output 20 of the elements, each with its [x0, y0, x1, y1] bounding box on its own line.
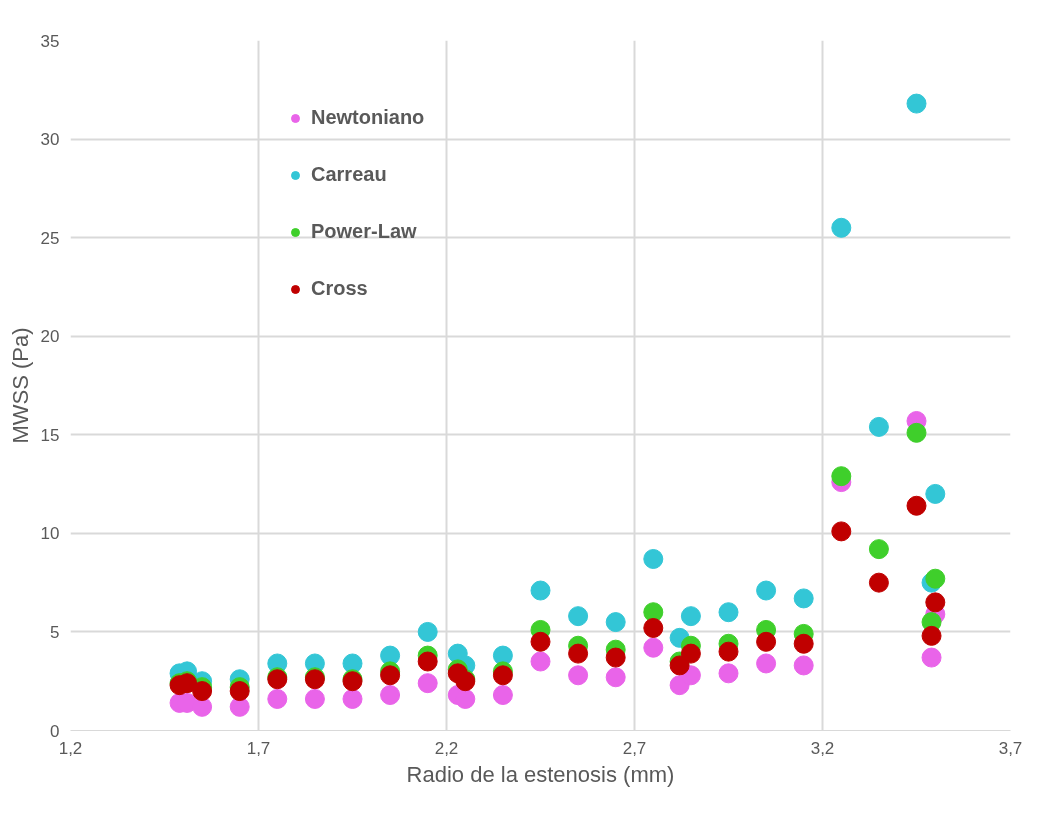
legend-label: Carreau [311, 163, 387, 186]
legend-label: Power-Law [311, 220, 417, 243]
x-tick-label: 1,2 [58, 738, 83, 758]
y-tick-label: 15 [40, 425, 60, 445]
y-tick-label: 10 [40, 524, 60, 544]
y-tick-label: 25 [40, 228, 60, 248]
y-tick-label: 30 [40, 130, 60, 150]
x-tick-label: 2,2 [434, 738, 459, 758]
legend-label: Cross [311, 277, 368, 300]
y-tick-label: 35 [40, 31, 60, 51]
x-tick-label: 1,7 [246, 738, 271, 758]
y-axis-title: MWSS (Pa) [7, 327, 33, 444]
x-tick-label: 3,7 [998, 738, 1023, 758]
y-tick-label: 0 [50, 721, 60, 741]
y-tick-label: 5 [50, 622, 60, 642]
x-axis-title: Radio de la estenosis (mm) [406, 761, 675, 787]
legend-label: Newtoniano [311, 106, 425, 129]
y-tick-label: 20 [40, 327, 60, 347]
x-tick-label: 2,7 [622, 738, 647, 758]
x-tick-label: 3,2 [810, 738, 835, 758]
